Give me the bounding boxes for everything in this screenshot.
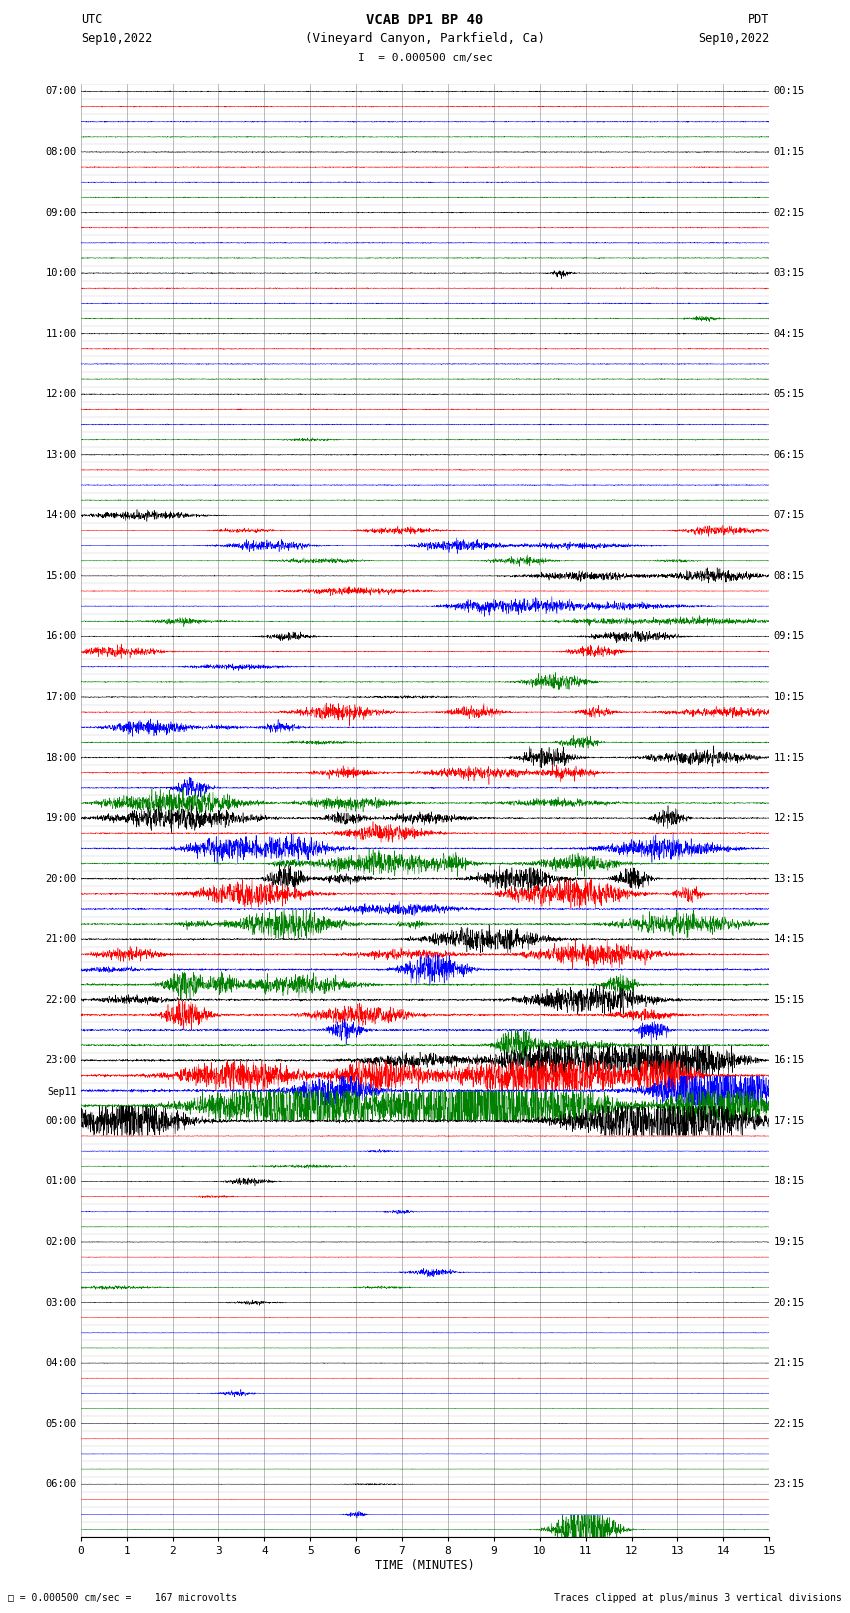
Text: 11:00: 11:00	[45, 329, 76, 339]
Text: 15:00: 15:00	[45, 571, 76, 581]
Text: 11:15: 11:15	[774, 753, 805, 763]
Text: 17:15: 17:15	[774, 1116, 805, 1126]
Text: 16:00: 16:00	[45, 631, 76, 642]
Text: 22:15: 22:15	[774, 1419, 805, 1429]
Text: Sep11: Sep11	[47, 1087, 76, 1097]
Text: 00:00: 00:00	[45, 1116, 76, 1126]
Text: Sep10,2022: Sep10,2022	[698, 32, 769, 45]
Text: 17:00: 17:00	[45, 692, 76, 702]
Text: PDT: PDT	[748, 13, 769, 26]
Text: 09:00: 09:00	[45, 208, 76, 218]
X-axis label: TIME (MINUTES): TIME (MINUTES)	[375, 1560, 475, 1573]
Text: 08:15: 08:15	[774, 571, 805, 581]
Text: VCAB DP1 BP 40: VCAB DP1 BP 40	[366, 13, 484, 27]
Text: 06:00: 06:00	[45, 1479, 76, 1489]
Text: 20:00: 20:00	[45, 874, 76, 884]
Text: □ = 0.000500 cm/sec =    167 microvolts: □ = 0.000500 cm/sec = 167 microvolts	[8, 1594, 238, 1603]
Text: 08:00: 08:00	[45, 147, 76, 156]
Text: 19:00: 19:00	[45, 813, 76, 823]
Text: 01:00: 01:00	[45, 1176, 76, 1187]
Text: 09:15: 09:15	[774, 631, 805, 642]
Text: 00:15: 00:15	[774, 87, 805, 97]
Text: 13:00: 13:00	[45, 450, 76, 460]
Text: 19:15: 19:15	[774, 1237, 805, 1247]
Text: 01:15: 01:15	[774, 147, 805, 156]
Text: I  = 0.000500 cm/sec: I = 0.000500 cm/sec	[358, 53, 492, 63]
Text: 10:00: 10:00	[45, 268, 76, 277]
Text: 23:15: 23:15	[774, 1479, 805, 1489]
Text: 12:00: 12:00	[45, 389, 76, 400]
Text: 15:15: 15:15	[774, 995, 805, 1005]
Text: 21:15: 21:15	[774, 1358, 805, 1368]
Text: 21:00: 21:00	[45, 934, 76, 944]
Text: Sep10,2022: Sep10,2022	[81, 32, 152, 45]
Text: 14:15: 14:15	[774, 934, 805, 944]
Text: 04:15: 04:15	[774, 329, 805, 339]
Text: 13:15: 13:15	[774, 874, 805, 884]
Text: 10:15: 10:15	[774, 692, 805, 702]
Text: 02:00: 02:00	[45, 1237, 76, 1247]
Text: (Vineyard Canyon, Parkfield, Ca): (Vineyard Canyon, Parkfield, Ca)	[305, 32, 545, 45]
Text: 14:00: 14:00	[45, 510, 76, 521]
Text: 07:00: 07:00	[45, 87, 76, 97]
Text: 04:00: 04:00	[45, 1358, 76, 1368]
Text: 20:15: 20:15	[774, 1297, 805, 1308]
Text: Traces clipped at plus/minus 3 vertical divisions: Traces clipped at plus/minus 3 vertical …	[553, 1594, 842, 1603]
Text: 23:00: 23:00	[45, 1055, 76, 1065]
Text: 12:15: 12:15	[774, 813, 805, 823]
Text: UTC: UTC	[81, 13, 102, 26]
Text: 18:15: 18:15	[774, 1176, 805, 1187]
Text: 06:15: 06:15	[774, 450, 805, 460]
Text: 03:15: 03:15	[774, 268, 805, 277]
Text: 02:15: 02:15	[774, 208, 805, 218]
Text: 16:15: 16:15	[774, 1055, 805, 1065]
Text: 07:15: 07:15	[774, 510, 805, 521]
Text: 05:15: 05:15	[774, 389, 805, 400]
Text: 22:00: 22:00	[45, 995, 76, 1005]
Text: 18:00: 18:00	[45, 753, 76, 763]
Text: 05:00: 05:00	[45, 1419, 76, 1429]
Text: 03:00: 03:00	[45, 1297, 76, 1308]
